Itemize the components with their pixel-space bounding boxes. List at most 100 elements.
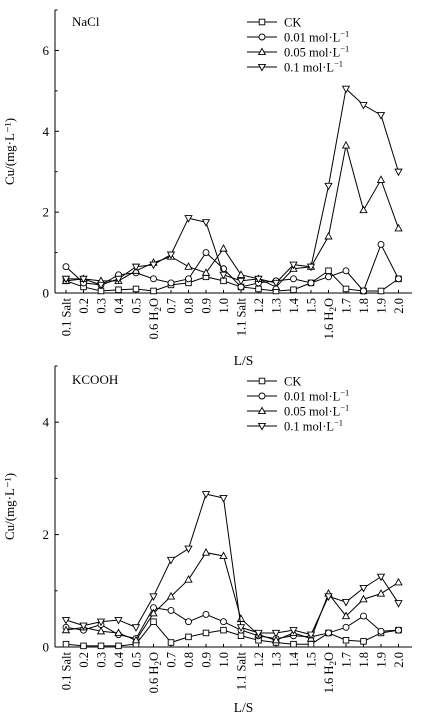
x-tick-label: 1.7 (340, 298, 354, 314)
series-3 (61, 85, 403, 290)
x-tick-label: 1.2 (252, 652, 266, 668)
triangle-up-marker (219, 243, 228, 252)
x-tick-label: 0.5 (130, 652, 144, 668)
x-tick-label: 2.0 (392, 652, 406, 668)
x-tick-label: 0.1 Salt (60, 651, 74, 690)
triangle-up-marker (359, 205, 368, 214)
triangle-down-marker (236, 277, 246, 286)
x-tick-label: 1.2 (252, 298, 266, 314)
square-marker (290, 640, 297, 648)
triangle-down-marker (96, 281, 106, 290)
triangle-up-marker (184, 575, 193, 583)
legend-label: 0.01 mol·L−1 (284, 29, 349, 45)
circle-marker (342, 267, 350, 275)
x-tick-label: 1.9 (375, 652, 389, 668)
square-marker (80, 642, 87, 650)
triangle-up-marker (219, 551, 228, 560)
series-line (65, 145, 399, 288)
square-marker (62, 640, 70, 648)
x-tick-label: 0.9 (200, 298, 214, 314)
x-tick-label: 1.4 (287, 297, 301, 313)
circle-marker (150, 275, 157, 283)
square-marker (220, 626, 227, 634)
x-tick-label: 1.7 (340, 652, 354, 668)
triangle-up-marker (236, 614, 246, 622)
triangle-down-marker (359, 584, 368, 593)
legend-label: 0.05 mol·L−1 (284, 44, 349, 60)
triangle-down-marker (184, 545, 193, 554)
legend-circle-marker (258, 392, 266, 400)
triangle-up-marker (376, 175, 386, 183)
x-tick-label: 0.7 (165, 652, 179, 668)
triangle-down-marker (114, 275, 123, 284)
triangle-down-marker (376, 112, 386, 120)
triangle-up-marker (394, 577, 403, 586)
legend-label: CK (284, 16, 301, 30)
triangle-down-marker (201, 219, 211, 227)
square-marker (377, 287, 385, 295)
series-1 (62, 241, 402, 295)
triangle-down-marker (149, 593, 158, 601)
x-tick-label: 1.5 (305, 652, 319, 668)
triangle-down-marker (219, 495, 228, 503)
circle-marker (360, 612, 367, 620)
y-tick-label: 6 (43, 43, 50, 58)
x-tick-label: 1.0 (217, 652, 231, 668)
triangle-up-marker (201, 268, 211, 276)
triangle-up-marker (394, 223, 403, 232)
panel-label: NaCl (72, 14, 100, 29)
legend-square-marker (258, 18, 266, 26)
circle-marker (377, 241, 385, 248)
triangle-up-marker (341, 611, 351, 620)
legend-item: 0.05 mol·L−1 (247, 403, 349, 419)
legend-circle-marker (258, 33, 266, 41)
chart-panel-nacl: 0 2 4 6 0.1 Salt 0.2 0.3 0.4 0.50.6 H2O 0.7 0.8 0.9… (2, 9, 412, 368)
y-axis-title: Cu/(mg·L⁻¹) (2, 473, 17, 540)
x-tick-label: 0.8 (182, 298, 196, 314)
circle-marker (220, 618, 227, 626)
legend-item: 0.05 mol·L−1 (247, 44, 349, 60)
triangle-up-marker (96, 626, 106, 635)
circle-marker (307, 279, 315, 287)
legend-item: 0.1 mol·L−1 (247, 59, 343, 75)
legend-label: 0.01 mol·L−1 (284, 388, 349, 404)
x-tick-label: 0.1 Salt (60, 297, 74, 336)
square-marker (290, 286, 297, 294)
x-tick-label: 0.6 H2O (147, 298, 163, 339)
triangle-down-marker (166, 251, 176, 260)
x-tick-label: 1.3 (270, 298, 284, 314)
circle-marker (185, 618, 192, 626)
x-tick-label: 1.1 Salt (235, 297, 249, 336)
triangle-down-marker (114, 616, 123, 625)
legend-label: CK (284, 375, 301, 389)
square-marker (97, 642, 105, 650)
triangle-down-marker (306, 631, 316, 640)
x-tick-label: 1.6 H2O (322, 298, 338, 339)
square-marker (237, 632, 245, 640)
panel-label: KCOOH (72, 372, 118, 387)
circle-marker (167, 279, 175, 287)
circle-marker (167, 607, 175, 614)
circle-marker (290, 275, 297, 283)
triangle-down-marker (61, 616, 71, 625)
legend-label: 0.1 mol·L−1 (284, 59, 343, 75)
square-marker (342, 637, 350, 644)
triangle-up-marker (166, 591, 176, 600)
y-tick-label: 2 (43, 205, 50, 220)
x-tick-label: 0.4 (112, 651, 126, 667)
x-tick-label: 1.5 (305, 298, 319, 314)
legend-triangle-down-marker (257, 63, 267, 72)
x-axis-title: L/S (234, 700, 254, 715)
y-axis-title: Cu/(mg·L⁻¹) (2, 118, 17, 185)
triangle-down-marker (96, 618, 106, 627)
legend-item: 0.01 mol·L−1 (247, 388, 349, 404)
triangle-up-marker (271, 635, 281, 644)
legend: CK0.01 mol·L−10.05 mol·L−10.1 mol·L−1 (247, 375, 349, 434)
x-tick-label: 1.9 (375, 298, 389, 314)
square-marker (307, 640, 315, 648)
triangle-up-marker (149, 608, 158, 617)
triangle-down-marker (376, 573, 386, 582)
x-tick-label: 0.4 (112, 297, 126, 313)
